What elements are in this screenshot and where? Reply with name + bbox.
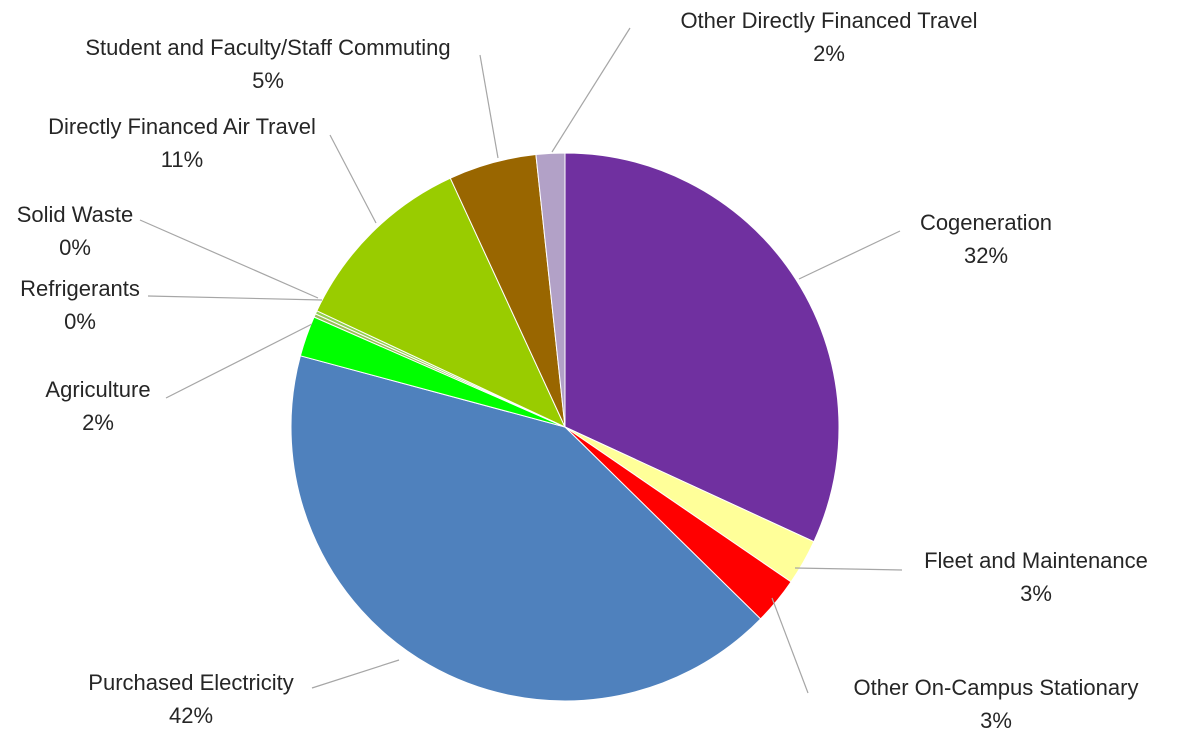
leader-line [165,323,313,399]
slice-labels: Cogeneration 32%Fleet and Maintenance 3%Ot… [17,8,1148,733]
slice-label-name: Solid Waste [17,202,134,227]
slice-label-percent: 0% [64,309,96,334]
slice-label: Fleet and Maintenance 3% [924,548,1148,606]
slice-label: Cogeneration 32% [920,210,1052,268]
slice-label-name: Fleet and Maintenance [924,548,1148,573]
slice-label-percent: 2% [82,410,114,435]
leader-line [147,295,323,301]
slice-label-percent: 32% [964,243,1008,268]
pie-slice-cogeneration [564,152,840,543]
slice-label-percent: 11% [161,147,203,172]
slice-label-name: Directly Financed Air Travel [48,114,316,139]
leader-line [794,567,903,571]
leader-lines [139,27,903,694]
slice-label: Solid Waste 0% [17,202,134,260]
leader-line [551,27,631,153]
leader-line [798,230,901,280]
slice-label-name: Refrigerants [20,276,140,301]
leader-line [329,134,377,224]
slice-label-percent: 42% [169,703,213,728]
leader-line [311,659,400,689]
slice-label-name: Cogeneration [920,210,1052,235]
slice-label: Other Directly Financed Travel 2% [680,8,977,66]
slice-label-name: Agriculture [45,377,150,402]
slice-label: Directly Financed Air Travel 11% [48,114,316,172]
pie-slice-purchased-electricity [290,355,762,702]
slice-label-name: Purchased Electricity [88,670,293,695]
leader-line [139,219,319,299]
slice-label-percent: 3% [1020,581,1052,606]
slice-label-name: Other On-Campus Stationary [854,675,1139,700]
pie-slices [290,152,840,702]
slice-label: Agriculture 2% [45,377,150,435]
leader-line [479,54,499,159]
slice-label: Purchased Electricity 42% [88,670,293,728]
slice-label-percent: 3% [980,708,1012,733]
slice-label-percent: 5% [252,68,284,93]
pie-slice-directly-financed-air-travel [316,177,567,429]
slice-label-name: Other Directly Financed Travel [680,8,977,33]
slice-label-percent: 2% [813,41,845,66]
pie-slice-other-directly-financed-travel [535,152,566,428]
slice-label-name: Student and Faculty/Staff Commuting [85,35,450,60]
slice-label: Other On-Campus Stationary 3% [854,675,1139,733]
slice-label: Student and Faculty/Staff Commuting 5% [85,35,450,93]
slice-label: Refrigerants 0% [20,276,140,334]
leader-line [771,597,809,694]
slice-label-percent: 0% [59,235,91,260]
